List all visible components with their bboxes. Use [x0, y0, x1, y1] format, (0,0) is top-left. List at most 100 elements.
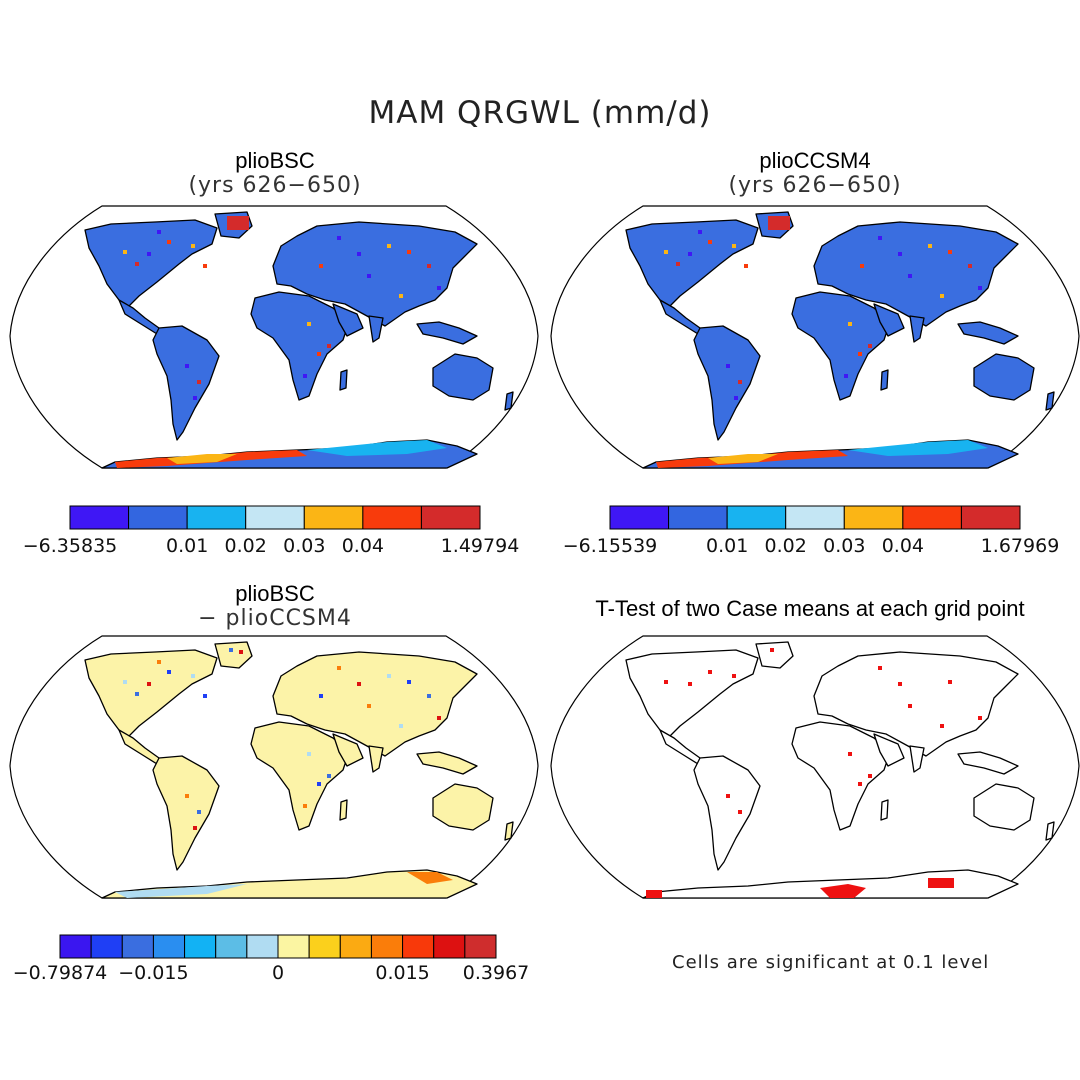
grid-cell	[399, 294, 403, 298]
grid-cell	[898, 682, 902, 686]
colorbar-label: −6.15539	[562, 535, 658, 557]
arabia-landmass	[873, 303, 905, 337]
grid-cell	[664, 250, 668, 254]
grid-cell	[407, 250, 411, 254]
madagascar-landmass	[880, 799, 889, 821]
colorbar-label: 0	[271, 962, 285, 984]
grid-cell	[193, 396, 197, 400]
grid-cell	[858, 352, 862, 356]
grid-cell	[229, 648, 233, 652]
greenland-high-values	[768, 216, 790, 230]
panel1-map	[9, 205, 539, 469]
greenland-landmass	[214, 641, 253, 669]
grid-cell	[978, 716, 982, 720]
colorbar-swatch	[184, 934, 217, 959]
grid-cell	[367, 274, 371, 278]
madagascar-landmass	[880, 369, 889, 391]
colorbar-swatch	[339, 934, 372, 959]
figure-title: MAM QRGWL (mm/d)	[368, 95, 712, 131]
arabia-landmass	[332, 733, 364, 767]
colorbar-swatch	[215, 934, 248, 959]
grid-cell	[664, 680, 668, 684]
colorbar-label: 0.03	[283, 535, 326, 557]
grid-cell	[908, 704, 912, 708]
colorbar-swatch	[370, 934, 404, 959]
colorbar-swatch	[303, 505, 364, 530]
india-landmass	[368, 745, 384, 773]
grid-cell	[191, 244, 195, 248]
grid-cell	[367, 704, 371, 708]
grid-cell	[437, 286, 441, 290]
grid-cell	[738, 810, 742, 814]
africa-landmass	[791, 721, 891, 831]
grid-cell	[307, 752, 311, 756]
grid-cell	[868, 774, 872, 778]
colorbar-swatch	[433, 934, 466, 959]
grid-cell	[848, 752, 852, 756]
grid-cell	[197, 810, 201, 814]
antarctica-mid-values	[167, 454, 237, 464]
colorbar-label: −0.79874	[12, 962, 108, 984]
n-america-landmass	[84, 649, 218, 739]
grid-cell	[239, 650, 243, 654]
grid-cell	[676, 262, 680, 266]
australia-landmass	[973, 353, 1035, 401]
grid-cell	[387, 244, 391, 248]
grid-cell	[868, 344, 872, 348]
grid-cell	[726, 794, 730, 798]
s-america-landmass	[152, 755, 220, 871]
greenland-landmass	[755, 641, 794, 669]
colorbar-label: 0.04	[881, 535, 924, 557]
panel4-map	[550, 635, 1080, 899]
antarctica-significant-cells-west	[646, 890, 662, 898]
grid-cell	[337, 666, 341, 670]
grid-cell	[337, 236, 341, 240]
grid-cell	[157, 660, 161, 664]
colorbar-label: 0.02	[224, 535, 267, 557]
grid-cell	[387, 674, 391, 678]
australia-landmass	[973, 783, 1035, 831]
grid-cell	[185, 794, 189, 798]
eurasia-landmass	[272, 221, 478, 327]
antarctica-light-values	[848, 440, 988, 456]
antarctica-positive-values	[407, 872, 453, 884]
colorbar-swatch	[668, 505, 728, 530]
africa-landmass	[791, 291, 891, 401]
arabia-landmass	[332, 303, 364, 337]
panel3-title: plioBSC	[235, 581, 315, 606]
grid-cell	[878, 666, 882, 670]
grid-cell	[688, 682, 692, 686]
grid-cell	[327, 774, 331, 778]
colorbar-label: 0.01	[705, 535, 749, 557]
grid-cell	[203, 694, 207, 698]
grid-cell	[688, 252, 692, 256]
grid-cell	[123, 250, 127, 254]
grid-cell	[147, 252, 151, 256]
grid-cell	[319, 264, 323, 268]
indonesia-landmass	[957, 751, 1019, 775]
grid-cell	[135, 262, 139, 266]
grid-cell	[732, 674, 736, 678]
indonesia-landmass	[416, 751, 478, 775]
colorbar-label: 0.01	[165, 535, 209, 557]
nz-landmass	[1045, 391, 1055, 411]
grid-cell	[197, 380, 201, 384]
grid-cell	[708, 240, 712, 244]
s-america-landmass	[152, 325, 220, 441]
colorbar-swatch	[90, 934, 123, 959]
s-america-landmass	[693, 755, 761, 871]
grid-cell	[317, 782, 321, 786]
colorbar-swatch	[152, 934, 186, 959]
panel3-subtitle: − plioCCSM4	[198, 606, 352, 631]
grid-cell	[860, 264, 864, 268]
colorbar-swatch	[362, 505, 422, 530]
grid-cell	[844, 374, 848, 378]
grid-cell	[427, 264, 431, 268]
antarctica-light-values	[307, 440, 447, 456]
colorbar-swatch	[277, 934, 310, 959]
colorbar-swatch	[245, 505, 305, 530]
colorbar-swatch	[69, 505, 130, 530]
antarctica-mid-values	[708, 454, 778, 464]
antarctica-negative-values	[115, 884, 247, 898]
colorbar-swatch	[128, 505, 188, 530]
